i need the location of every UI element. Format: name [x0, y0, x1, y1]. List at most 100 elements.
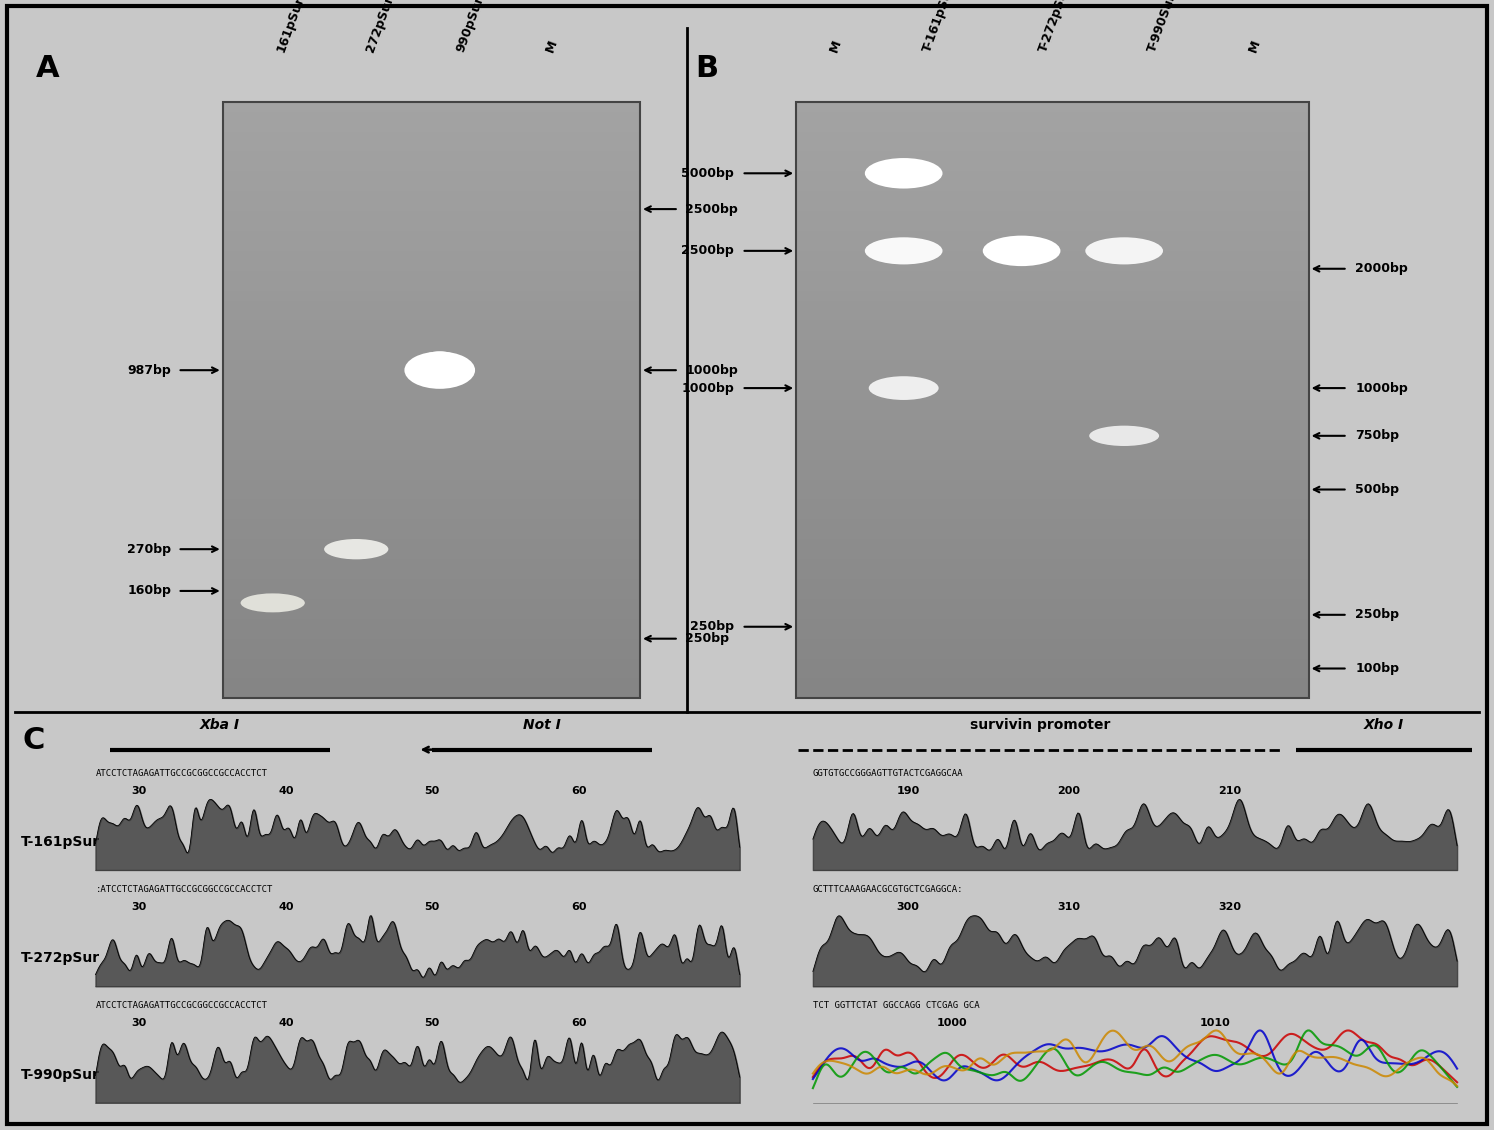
Bar: [796, 549, 1309, 559]
Bar: [796, 479, 1309, 489]
Bar: [223, 400, 639, 410]
Text: 500bp: 500bp: [1355, 483, 1400, 496]
Bar: [796, 649, 1309, 659]
Bar: [796, 290, 1309, 301]
Bar: [796, 112, 1309, 122]
Bar: [796, 371, 1309, 380]
Bar: [223, 440, 639, 450]
Bar: [796, 440, 1309, 450]
Text: TCT GGTTCTAT GGCCAGG CTCGAG GCA: TCT GGTTCTAT GGCCAGG CTCGAG GCA: [813, 1001, 980, 1010]
Bar: [796, 499, 1309, 510]
Bar: [796, 251, 1309, 261]
Bar: [796, 460, 1309, 470]
Bar: [223, 460, 639, 470]
Bar: [796, 669, 1309, 678]
Ellipse shape: [417, 351, 462, 377]
Bar: [796, 311, 1309, 321]
Text: 987bp: 987bp: [127, 364, 172, 376]
Ellipse shape: [865, 237, 943, 264]
Bar: [223, 350, 639, 360]
Bar: [223, 151, 639, 162]
Bar: [796, 162, 1309, 172]
Text: GGTGTGCCGGGAGTTGTACTCGAGGCAA: GGTGTGCCGGGAGTTGTACTCGAGGCAA: [813, 768, 964, 777]
Bar: [223, 678, 639, 688]
Ellipse shape: [1089, 426, 1159, 446]
Text: M: M: [544, 38, 560, 54]
Bar: [223, 172, 639, 181]
Text: 1000bp: 1000bp: [681, 382, 734, 394]
Bar: [796, 539, 1309, 549]
Bar: [223, 311, 639, 321]
Ellipse shape: [1085, 237, 1162, 264]
Ellipse shape: [324, 539, 388, 559]
Bar: [796, 589, 1309, 599]
Text: 160bp: 160bp: [127, 584, 172, 598]
Text: 250bp: 250bp: [690, 620, 734, 633]
Text: 1000: 1000: [937, 1018, 967, 1028]
Bar: [223, 290, 639, 301]
Bar: [223, 261, 639, 271]
Bar: [796, 231, 1309, 241]
Bar: [796, 599, 1309, 609]
Bar: [796, 241, 1309, 251]
Bar: [796, 122, 1309, 131]
Text: 40: 40: [278, 785, 293, 796]
Text: 250bp: 250bp: [686, 632, 729, 645]
Text: B: B: [695, 54, 719, 84]
Text: 750bp: 750bp: [1355, 429, 1400, 442]
Bar: [796, 271, 1309, 280]
Text: Not I: Not I: [523, 718, 560, 731]
Bar: [796, 429, 1309, 440]
Bar: [796, 191, 1309, 201]
Ellipse shape: [868, 376, 938, 400]
Bar: [796, 141, 1309, 151]
Bar: [223, 162, 639, 172]
Bar: [796, 470, 1309, 479]
Bar: [223, 669, 639, 678]
Bar: [223, 570, 639, 579]
Bar: [796, 510, 1309, 520]
Bar: [796, 350, 1309, 360]
Bar: [796, 261, 1309, 271]
Bar: [796, 330, 1309, 340]
Bar: [796, 570, 1309, 579]
Text: T-161pSur: T-161pSur: [920, 0, 956, 54]
Text: T-990Sur: T-990Sur: [1146, 0, 1179, 54]
Bar: [223, 609, 639, 619]
Text: 2500bp: 2500bp: [686, 202, 738, 216]
Text: 300: 300: [896, 902, 919, 912]
Text: M: M: [1246, 38, 1262, 54]
Bar: [223, 280, 639, 290]
Bar: [223, 371, 639, 380]
Bar: [796, 360, 1309, 371]
Text: 50: 50: [424, 785, 439, 796]
Bar: [223, 599, 639, 609]
Text: T-990pSur: T-990pSur: [21, 1068, 100, 1081]
Bar: [796, 609, 1309, 619]
Bar: [796, 628, 1309, 638]
Text: 2500bp: 2500bp: [681, 244, 734, 258]
Bar: [223, 638, 639, 649]
Ellipse shape: [865, 158, 943, 189]
Bar: [796, 559, 1309, 570]
Bar: [796, 678, 1309, 688]
Text: 200: 200: [1058, 785, 1080, 796]
Bar: [796, 102, 1309, 698]
Bar: [796, 211, 1309, 221]
Bar: [796, 280, 1309, 290]
Bar: [796, 340, 1309, 350]
Bar: [223, 499, 639, 510]
Text: 50: 50: [424, 902, 439, 912]
Bar: [796, 420, 1309, 429]
Bar: [223, 221, 639, 231]
Bar: [796, 520, 1309, 529]
Bar: [796, 221, 1309, 231]
Text: 60: 60: [571, 785, 586, 796]
Text: Xba I: Xba I: [200, 718, 241, 731]
Bar: [223, 102, 639, 112]
Text: 30: 30: [131, 785, 146, 796]
Bar: [796, 688, 1309, 698]
Text: GCTTTCAAAGAACGCGTGCTCGAGGCA:: GCTTTCAAAGAACGCGTGCTCGAGGCA:: [813, 885, 964, 894]
Bar: [223, 688, 639, 698]
Text: 60: 60: [571, 902, 586, 912]
